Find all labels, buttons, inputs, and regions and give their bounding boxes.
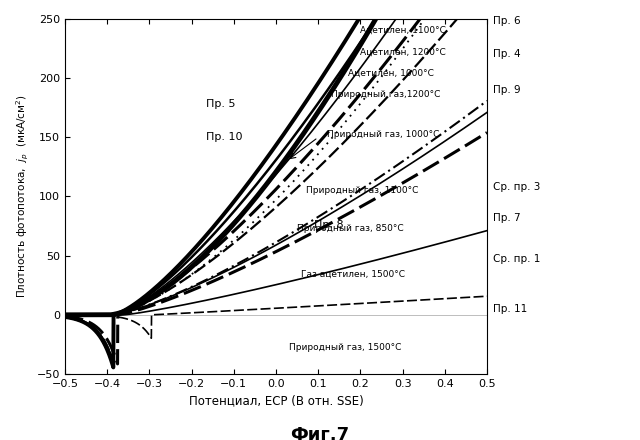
Text: Газ ацетилен, 1500°С: Газ ацетилен, 1500°С xyxy=(301,270,405,279)
Text: Ацетилен, 1000°C: Ацетилен, 1000°C xyxy=(348,69,434,78)
Text: Ср. пр. 1: Ср. пр. 1 xyxy=(493,254,541,264)
Text: Пр. 10: Пр. 10 xyxy=(206,132,243,142)
Text: Фиг.7: Фиг.7 xyxy=(291,426,349,440)
Text: Природный газ, 850°С: Природный газ, 850°С xyxy=(297,224,404,233)
Text: Пр. 11: Пр. 11 xyxy=(493,304,527,314)
Text: Пр. 6: Пр. 6 xyxy=(493,16,521,26)
Text: Природный газ, 1500°С: Природный газ, 1500°С xyxy=(289,343,401,352)
Text: Ацетилен, 1200°C: Ацетилен, 1200°C xyxy=(360,48,446,56)
Text: Ацетилен, 1100°C: Ацетилен, 1100°C xyxy=(360,26,446,35)
Text: Пр. 4: Пр. 4 xyxy=(493,49,521,59)
Text: Пр. 8: Пр. 8 xyxy=(314,220,344,230)
Text: Природный газ, 1000°С: Природный газ, 1000°С xyxy=(326,130,439,139)
Text: Природный газ,1200°С: Природный газ,1200°С xyxy=(331,90,440,99)
Text: Ср. пр. 3: Ср. пр. 3 xyxy=(493,182,541,192)
Text: Пр. 7: Пр. 7 xyxy=(493,213,521,223)
Text: Пр. 5: Пр. 5 xyxy=(206,99,236,109)
X-axis label: Потенциал, ЕСР (В отн. SSE): Потенциал, ЕСР (В отн. SSE) xyxy=(189,394,364,407)
Text: Пр. 9: Пр. 9 xyxy=(493,85,521,95)
Text: Природный газ, 1100°С: Природный газ, 1100°С xyxy=(305,186,418,195)
Y-axis label: Плотность фотопотока,  $j_p$  (мкА/см$^2$): Плотность фотопотока, $j_p$ (мкА/см$^2$) xyxy=(15,95,31,298)
